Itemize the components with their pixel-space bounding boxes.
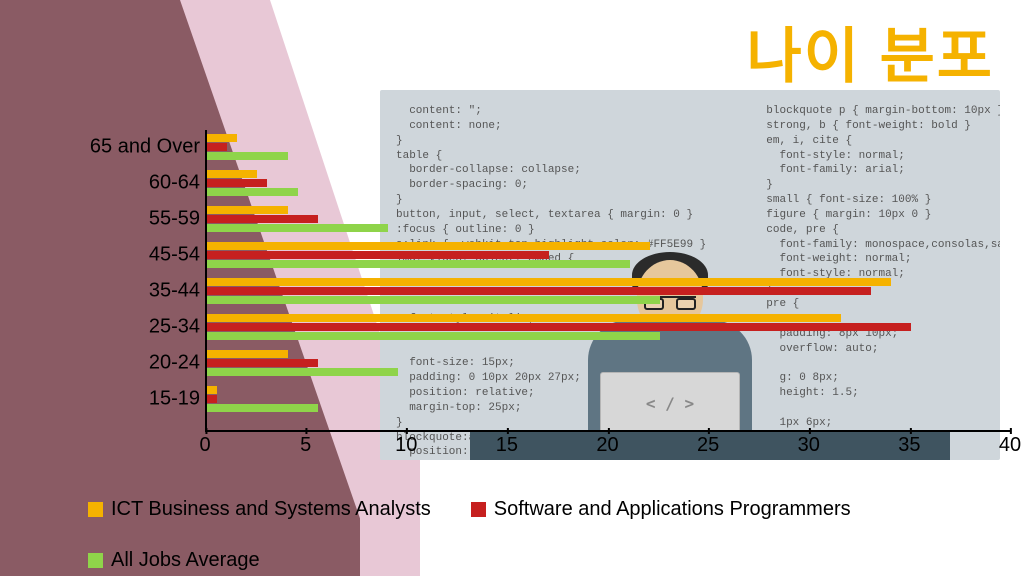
age-distribution-chart: 051015202530354065 and Over60-6455-5945-… (50, 130, 1010, 430)
x-tick: 35 (898, 434, 920, 457)
bar (207, 278, 891, 286)
bar (207, 224, 388, 232)
category-label: 45-54 (50, 244, 200, 267)
bar (207, 359, 318, 367)
bar (207, 251, 549, 259)
bar (207, 350, 288, 358)
category-label: 60-64 (50, 172, 200, 195)
category-label: 20-24 (50, 352, 200, 375)
bar (207, 314, 841, 322)
bar (207, 152, 288, 160)
legend-swatch (88, 502, 103, 517)
legend-label: Software and Applications Programmers (494, 498, 851, 521)
bar (207, 206, 288, 214)
bar (207, 242, 650, 250)
bar (207, 170, 257, 178)
bar (207, 395, 217, 403)
category-label: 35-44 (50, 280, 200, 303)
bar (207, 179, 267, 187)
category-label: 15-19 (50, 388, 200, 411)
x-tick: 40 (999, 434, 1021, 457)
bar (207, 287, 871, 295)
bar (207, 215, 318, 223)
category-label: 65 and Over (50, 136, 200, 159)
legend-item: ICT Business and Systems Analysts (88, 498, 431, 521)
x-tick: 20 (596, 434, 618, 457)
bar (207, 404, 318, 412)
legend-item: All Jobs Average (88, 549, 260, 572)
x-tick: 30 (798, 434, 820, 457)
bar (207, 260, 630, 268)
x-tick: 15 (496, 434, 518, 457)
bar (207, 188, 298, 196)
legend-label: ICT Business and Systems Analysts (111, 498, 431, 521)
x-tick: 0 (199, 434, 210, 457)
bar (207, 368, 398, 376)
legend-swatch (471, 502, 486, 517)
x-tick: 25 (697, 434, 719, 457)
bar (207, 296, 660, 304)
bar (207, 143, 227, 151)
x-tick: 10 (395, 434, 417, 457)
slide-title: 나이 분포 (747, 8, 994, 95)
slide-stage: { "title": "나이 분포", "colors": { "wedge_d… (0, 0, 1024, 576)
legend-item: Software and Applications Programmers (471, 498, 851, 521)
legend: ICT Business and Systems Analysts Softwar… (88, 498, 1008, 572)
legend-label: All Jobs Average (111, 549, 260, 572)
bar (207, 386, 217, 394)
bar (207, 323, 911, 331)
bar (207, 332, 660, 340)
category-label: 55-59 (50, 208, 200, 231)
category-label: 25-34 (50, 316, 200, 339)
legend-swatch (88, 553, 103, 568)
x-tick: 5 (300, 434, 311, 457)
bar (207, 134, 237, 142)
